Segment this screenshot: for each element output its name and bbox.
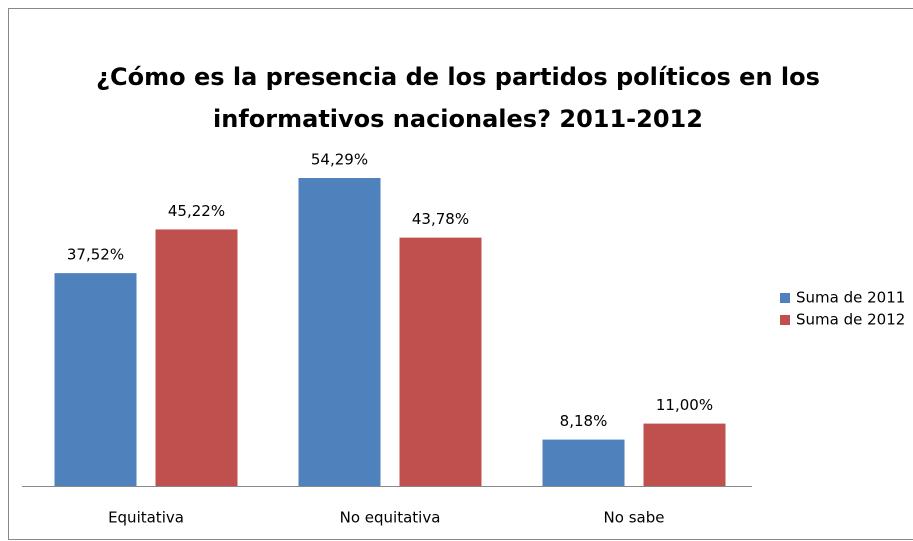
bar (54, 273, 137, 486)
data-label: 43,78% (412, 210, 469, 228)
bar (298, 178, 381, 486)
x-tick-label: Equitativa (108, 509, 184, 527)
legend-swatch (780, 315, 790, 325)
legend-label: Suma de 2011 (796, 289, 905, 307)
data-label: 37,52% (67, 246, 124, 264)
bar (643, 423, 726, 486)
data-label: 8,18% (560, 412, 608, 430)
x-tick-label: No sabe (604, 509, 665, 527)
bar (542, 439, 625, 486)
chart-title: informativos nacionales? 2011-2012 (213, 105, 703, 133)
chart-title: ¿Cómo es la presencia de los partidos po… (96, 63, 820, 91)
bar (399, 237, 482, 486)
data-label: 11,00% (656, 396, 713, 414)
legend-swatch (780, 293, 790, 303)
x-tick-label: No equitativa (340, 509, 441, 527)
data-label: 45,22% (168, 202, 225, 220)
bar (155, 229, 238, 487)
data-label: 54,29% (311, 151, 368, 169)
legend-label: Suma de 2012 (796, 311, 905, 329)
